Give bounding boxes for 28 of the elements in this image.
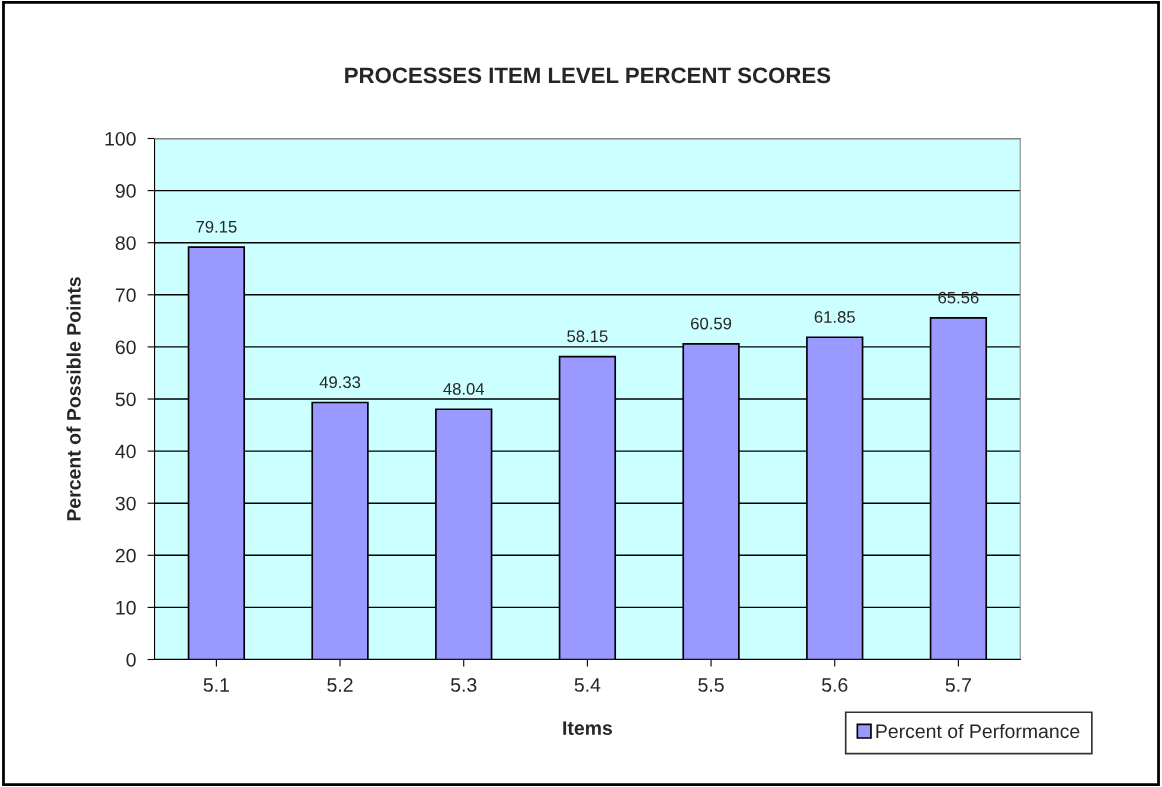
y-tick-label: 30	[115, 496, 136, 511]
y-tick-label: 100	[105, 131, 136, 146]
y-tick-label: 40	[115, 444, 136, 459]
y-tick-label: 10	[116, 600, 136, 615]
x-axis-title: Items	[563, 721, 612, 735]
x-tick-label: 5.6	[821, 678, 848, 692]
y-tick-label: 20	[115, 548, 136, 563]
data-label: 58.15	[567, 330, 608, 343]
x-tick-label: 5.4	[574, 678, 601, 692]
data-label: 60.59	[691, 317, 732, 330]
y-tick-label: 60	[115, 340, 136, 355]
data-label: 79.15	[196, 220, 237, 233]
data-label: 48.04	[443, 383, 485, 395]
y-tick-label: 50	[115, 392, 136, 407]
y-tick-label: 80	[115, 236, 136, 250]
y-tick-label: 0	[126, 652, 136, 667]
x-tick-label: 5.3	[450, 678, 477, 692]
legend-label: Percent of Performance	[876, 723, 1080, 739]
x-tick-label: 5.1	[203, 678, 229, 692]
chart-title: PROCESSES ITEM LEVEL PERCENT SCORES	[345, 67, 831, 84]
data-label: 49.33	[319, 376, 361, 389]
y-tick-label: 90	[115, 184, 136, 198]
x-tick-label: 5.7	[945, 678, 971, 692]
x-tick-label: 5.2	[327, 678, 353, 692]
y-axis-title: Percent of Possible Points	[66, 277, 81, 521]
x-tick-label: 5.5	[698, 678, 724, 692]
data-label: 61.85	[814, 311, 855, 323]
y-tick-label: 70	[115, 288, 136, 303]
